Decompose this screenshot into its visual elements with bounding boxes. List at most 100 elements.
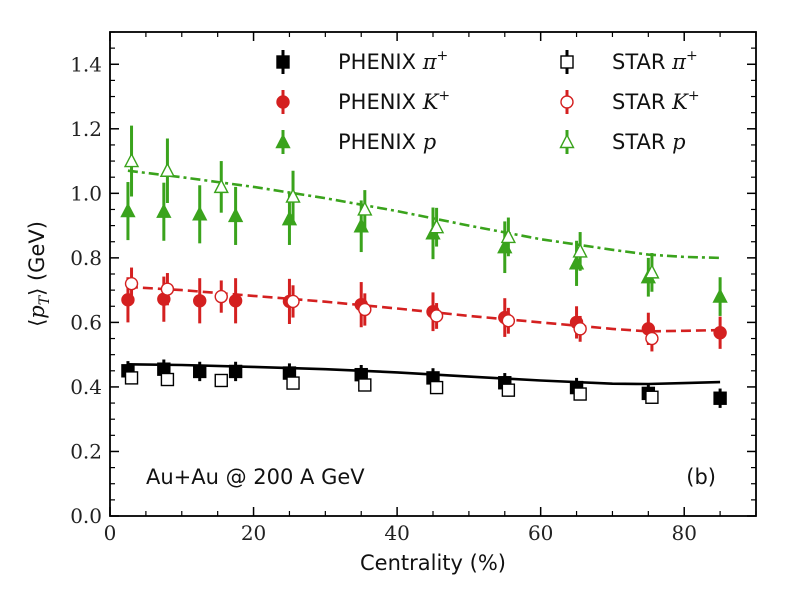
legend-entry-4: STAR K+: [560, 88, 700, 114]
model-curves: [127, 169, 721, 386]
data-point: [645, 331, 659, 346]
y-axis-title: ⟨pT⟩ (GeV): [25, 221, 53, 327]
legend-entry-5: STAR p: [559, 130, 686, 154]
data-point: [645, 390, 659, 404]
data-points: [120, 125, 728, 408]
x-tick-label: 60: [528, 521, 553, 545]
legend-marker: [559, 133, 575, 149]
data-point: [214, 289, 228, 304]
x-tick-label: 20: [241, 521, 266, 545]
data-point: [192, 205, 208, 221]
data-point: [160, 372, 175, 387]
legend-marker: [560, 95, 574, 109]
y-tick-label: 0.2: [70, 439, 102, 463]
panel-label: (b): [686, 465, 716, 489]
data-point: [193, 364, 207, 379]
data-point: [228, 294, 243, 308]
axis-ticks: 0 20 40 60 80 0.0 0.2 0.4 0.6 0.8 1.0 1.2 1.4: [70, 31, 757, 545]
legend-label: STAR K+: [612, 88, 700, 114]
legend-symbol: p: [672, 130, 685, 154]
series-5: [123, 125, 660, 292]
data-point: [156, 203, 172, 218]
data-point: [573, 387, 587, 401]
legend-superscript: +: [688, 88, 700, 104]
series-4: [124, 267, 659, 352]
legend-label: PHENIX p: [338, 130, 436, 154]
legend-label: PHENIX π+: [338, 48, 448, 74]
data-point: [501, 314, 516, 328]
data-point: [357, 200, 373, 216]
y-tick-label: 1.4: [70, 52, 102, 76]
legend-marker: [276, 55, 290, 69]
legend-entry-2: PHENIX p: [275, 130, 436, 154]
curve-2: [127, 169, 721, 260]
x-tick-label: 0: [104, 521, 117, 545]
data-point: [124, 371, 139, 385]
svg-text:⟨pT⟩ (GeV): ⟨pT⟩ (GeV): [25, 221, 53, 327]
legend-symbol: π: [422, 50, 438, 74]
legend-label: STAR π+: [612, 48, 698, 74]
legend-label: STAR p: [612, 130, 686, 154]
legend: PHENIX π+ PHENIX K+ PHENIX p STAR π+ STAR K+…: [275, 48, 700, 154]
y-tick-label: 0.4: [70, 375, 102, 399]
data-point: [123, 152, 140, 168]
y-axis-sub: T: [37, 294, 53, 305]
data-point: [713, 326, 727, 340]
legend-superscript: +: [437, 48, 449, 64]
y-tick-label: 1.2: [70, 117, 102, 141]
legend-entry-1: PHENIX K+: [276, 88, 450, 114]
data-point: [573, 322, 587, 336]
data-point: [120, 202, 136, 218]
data-point: [644, 263, 660, 279]
legend-symbol: K: [671, 90, 689, 114]
legend-superscript: +: [438, 88, 450, 104]
data-point: [160, 282, 175, 296]
data-point: [712, 288, 728, 303]
x-axis-title: Centrality (%): [360, 551, 506, 575]
data-point: [572, 242, 588, 258]
legend-symbol: K: [422, 90, 440, 114]
data-point: [227, 207, 244, 223]
y-tick-label: 0.8: [70, 246, 102, 270]
y-tick-label: 0.6: [70, 310, 102, 334]
x-tick-label: 40: [384, 521, 409, 545]
data-point: [429, 309, 444, 323]
data-point: [500, 228, 517, 244]
data-point: [501, 383, 516, 397]
legend-marker: [276, 95, 290, 109]
legend-marker: [275, 133, 291, 149]
series-1: [121, 276, 727, 349]
legend-symbol: π: [671, 50, 687, 74]
y-tick-label: 0.0: [70, 504, 102, 528]
y-axis-var: p: [25, 305, 49, 318]
data-point: [358, 378, 372, 392]
system-annotation: Au+Au @ 200 A GeV: [146, 465, 365, 489]
data-point: [286, 376, 300, 390]
legend-superscript: +: [686, 48, 698, 64]
data-point: [429, 380, 444, 395]
data-point: [358, 302, 372, 317]
data-point: [193, 294, 207, 308]
series-2: [120, 182, 728, 316]
y-tick-label: 1.0: [70, 181, 102, 205]
y-axis-bracket-open: ⟨: [25, 319, 49, 327]
legend-entry-0: PHENIX π+: [276, 48, 448, 74]
legend-marker: [560, 55, 574, 69]
data-point: [428, 218, 445, 234]
curve-1: [127, 285, 721, 333]
data-point: [228, 364, 243, 379]
data-point: [713, 391, 727, 405]
data-point: [124, 276, 139, 291]
legend-symbol: p: [423, 130, 436, 154]
data-point: [286, 294, 300, 309]
data-point: [285, 188, 301, 203]
series-3: [124, 371, 659, 404]
legend-label: PHENIX K+: [338, 88, 450, 114]
y-axis-unit: (GeV): [25, 221, 49, 288]
data-point: [159, 162, 176, 177]
data-point: [213, 178, 229, 194]
y-axis-bracket-close: ⟩: [25, 288, 49, 296]
data-point: [214, 373, 228, 388]
legend-entry-3: STAR π+: [560, 48, 698, 74]
